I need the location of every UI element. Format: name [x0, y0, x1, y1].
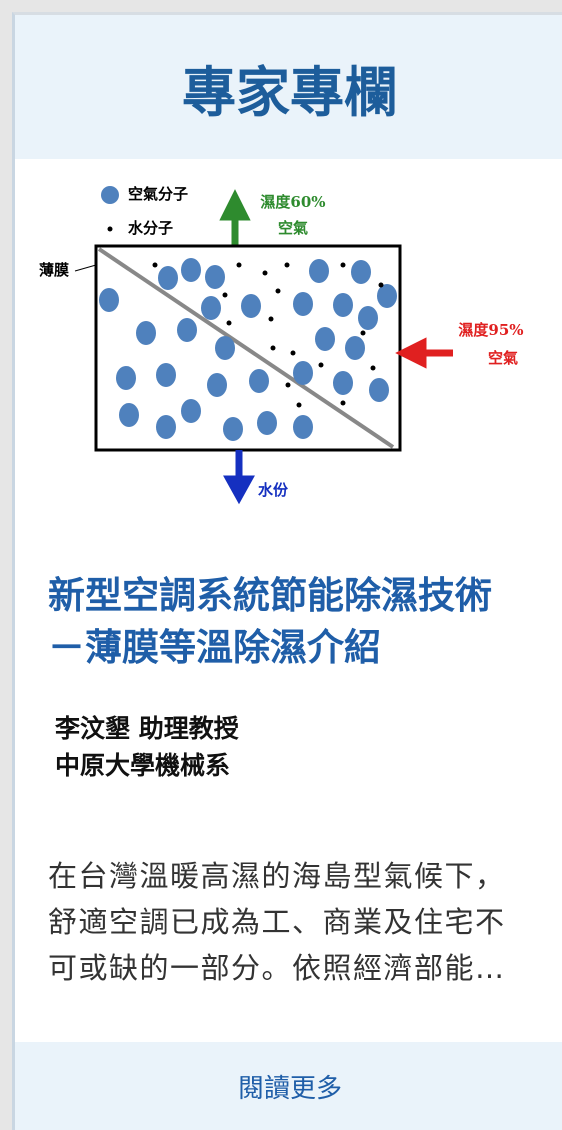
right-label: 空氣	[488, 349, 518, 367]
author-block: 李汶墾 助理教授 中原大學機械系	[55, 710, 239, 784]
bottom-label: 水份	[258, 481, 289, 499]
footer: 閱讀更多	[15, 1042, 562, 1130]
legend-water: 水分子	[128, 219, 173, 237]
top-label: 濕度60%	[260, 193, 325, 211]
author: 李汶墾 助理教授	[55, 714, 239, 743]
excerpt: 在台灣溫暖高濕的海島型氣候下， 舒適空調已成為工、商業及住宅不 可或缺的一部分。依照…	[48, 853, 506, 991]
header: 專家專欄	[15, 15, 562, 159]
card: 專家專欄 空氣分子 水分子 濕度60% 空氣 薄膜 濕度95%	[12, 12, 562, 1130]
read-more[interactable]: 閱讀更多	[237, 1073, 342, 1104]
article-title[interactable]: 新型空調系統節能除濕技術 －薄膜等溫除濕介紹	[48, 570, 492, 674]
excerpt-line: 在台灣溫暖高濕的海島型氣候下，	[48, 859, 506, 893]
figure: 空氣分子 水分子 濕度60% 空氣 薄膜 濕度95% 空氣 水份	[39, 185, 524, 505]
title-line[interactable]: －薄膜等溫除濕介紹	[48, 626, 381, 669]
title-line[interactable]: 新型空調系統節能除濕技術	[48, 574, 492, 617]
excerpt-line: 可或缺的一部分。依照經濟部能…	[48, 951, 506, 985]
membrane-label: 薄膜	[39, 261, 69, 279]
excerpt-line: 舒適空調已成為工、商業及住宅不	[48, 905, 506, 939]
top-label: 空氣	[278, 219, 308, 237]
right-label: 濕度95%	[458, 321, 523, 339]
header-title: 專家專欄	[182, 60, 398, 124]
legend-air: 空氣分子	[128, 185, 188, 203]
affiliation: 中原大學機械系	[55, 751, 231, 780]
